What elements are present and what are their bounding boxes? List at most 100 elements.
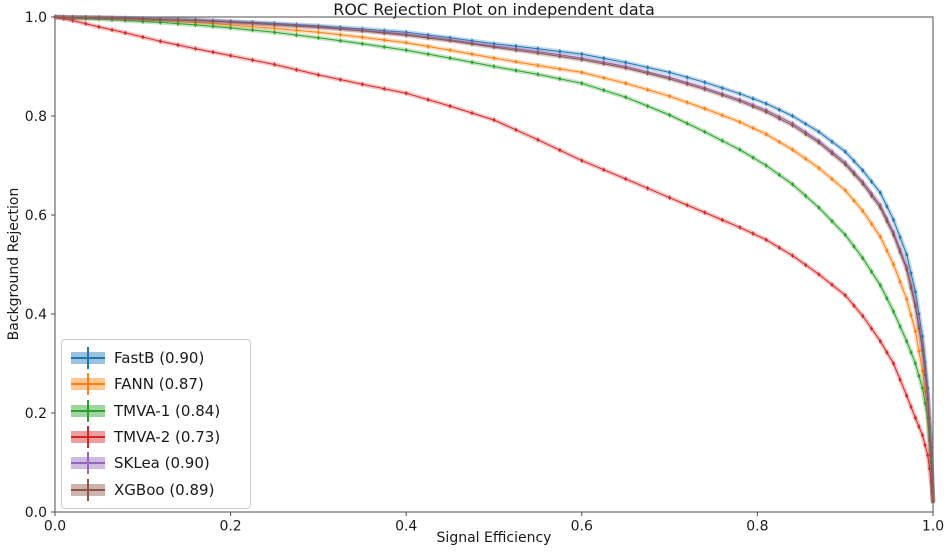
data-point-marker [602, 168, 606, 172]
data-point-marker [830, 219, 834, 223]
data-point-marker [448, 39, 452, 43]
legend-label: XGBoo (0.89) [114, 480, 215, 499]
data-point-marker [668, 77, 671, 81]
data-point-marker [580, 71, 584, 74]
data-point-marker [923, 373, 927, 377]
data-point-marker [878, 206, 882, 209]
data-point-marker [930, 477, 934, 480]
data-point-marker [878, 203, 882, 207]
legend-item-sklea: SKLea (0.90) [62, 450, 250, 476]
data-point-marker [404, 33, 408, 37]
data-point-marker [751, 105, 755, 108]
series-xgboo-curve [53, 14, 936, 505]
data-point-marker [917, 349, 921, 353]
data-point-marker [426, 36, 430, 40]
data-point-marker [110, 16, 114, 20]
data-point-marker [110, 28, 114, 32]
data-point-marker [492, 118, 496, 122]
data-point-marker [703, 130, 707, 134]
data-point-marker [211, 19, 215, 23]
data-point-marker [926, 453, 930, 457]
data-point-marker [885, 297, 889, 300]
data-point-marker [878, 339, 882, 343]
data-point-marker [194, 47, 197, 51]
data-point-marker [602, 76, 606, 80]
data-point-marker [720, 93, 724, 97]
data-point-marker [914, 416, 917, 420]
data-point-marker [870, 327, 873, 331]
data-point-marker [870, 270, 873, 274]
data-point-marker [624, 66, 628, 70]
data-point-marker [921, 334, 924, 338]
y-tick-label: 1.0 [25, 10, 47, 26]
data-point-marker [158, 21, 162, 24]
data-point-marker [426, 45, 430, 48]
data-point-marker [929, 453, 933, 457]
data-point-marker [926, 397, 930, 401]
data-point-marker [921, 369, 924, 373]
data-point-marker [668, 94, 671, 98]
data-point-marker [685, 100, 689, 104]
y-tick-label: 0.0 [25, 505, 47, 521]
data-point-marker [71, 16, 74, 19]
data-point-marker [273, 23, 276, 27]
data-point-marker [751, 97, 755, 101]
data-point-marker [71, 19, 74, 22]
data-point-marker [917, 326, 921, 330]
data-point-marker [861, 169, 865, 172]
data-point-marker [777, 246, 781, 250]
data-point-marker [273, 26, 276, 30]
data-point-marker [448, 104, 452, 108]
data-point-marker [624, 95, 628, 99]
data-point-marker [843, 163, 847, 166]
data-point-marker [878, 191, 882, 195]
data-point-marker [514, 44, 518, 48]
data-point-marker [97, 25, 101, 29]
errorbar-marker-icon [71, 399, 105, 422]
legend-item-tmva-2: TMVA-2 (0.73) [62, 424, 250, 450]
data-point-marker [928, 467, 931, 471]
data-point-marker [668, 196, 671, 200]
data-point-marker [898, 324, 902, 328]
data-point-marker [738, 225, 742, 229]
data-point-marker [914, 362, 917, 365]
data-point-marker [923, 401, 927, 405]
data-point-marker [317, 30, 320, 34]
data-point-marker [382, 38, 386, 42]
y-tick-label: 0.8 [25, 109, 47, 125]
data-point-marker [558, 50, 562, 53]
data-point-marker [426, 52, 430, 56]
data-point-marker [602, 88, 606, 92]
data-point-marker [624, 177, 628, 181]
data-point-marker [777, 108, 781, 112]
data-point-marker [861, 314, 865, 318]
data-point-marker [558, 148, 562, 152]
data-point-marker [804, 194, 808, 198]
data-point-marker [685, 82, 689, 86]
data-point-marker [917, 425, 921, 429]
legend-item-fastb: FastB (0.90) [62, 345, 250, 371]
x-tick-label: 0.6 [571, 519, 593, 535]
data-point-marker [817, 273, 821, 276]
data-point-marker [317, 25, 320, 29]
data-point-marker [892, 233, 895, 237]
data-point-marker [830, 152, 834, 156]
data-point-marker [62, 15, 66, 19]
data-point-marker [558, 67, 562, 71]
x-tick-label: 0.8 [746, 519, 768, 535]
data-point-marker [720, 113, 724, 117]
data-point-marker [777, 140, 781, 144]
data-point-marker [317, 36, 320, 40]
data-point-marker [123, 17, 127, 20]
data-point-marker [536, 64, 540, 67]
legend-label: TMVA-2 (0.73) [114, 428, 221, 447]
errorbar-marker-icon [71, 373, 105, 396]
data-point-marker [892, 218, 895, 222]
data-point-marker [53, 15, 57, 19]
data-point-marker [229, 23, 233, 27]
data-point-marker [251, 22, 254, 25]
data-point-marker [892, 263, 895, 266]
data-point-marker [703, 87, 707, 91]
data-point-marker [536, 73, 540, 76]
